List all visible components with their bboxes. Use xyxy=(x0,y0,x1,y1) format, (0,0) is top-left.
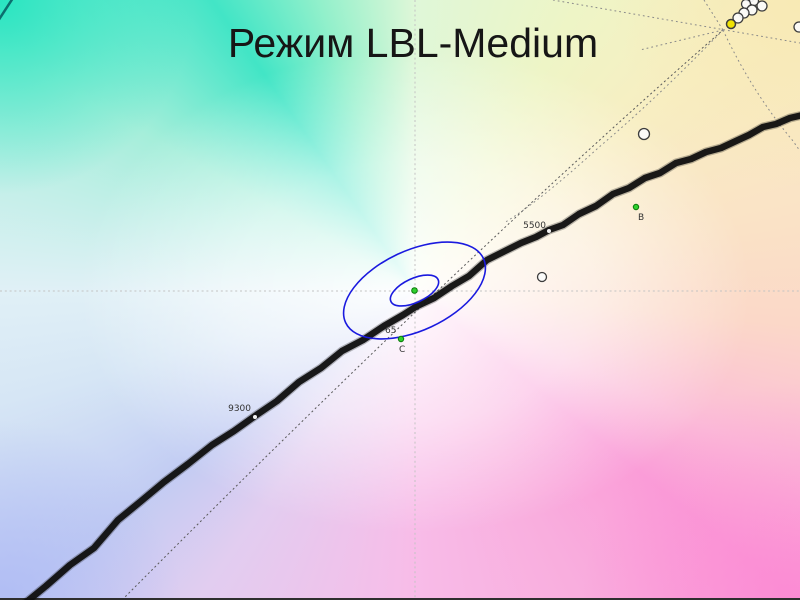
illuminant-b-dot xyxy=(632,203,640,211)
measured-point xyxy=(793,21,800,33)
page-title: Режим LBL-Medium xyxy=(227,20,599,66)
cct-tick-label: 9300 xyxy=(228,404,251,414)
white-point-dot xyxy=(411,287,418,294)
isotherm-ray-a xyxy=(552,0,800,44)
measured-point xyxy=(637,127,651,141)
illuminant-b-label: B xyxy=(638,213,644,223)
measured-point xyxy=(732,12,744,24)
isotherm-ray-e xyxy=(703,0,724,31)
gamut-edge-topleft xyxy=(0,0,14,21)
cct-tick-dot xyxy=(547,229,551,233)
cct-tick-label: 5500 xyxy=(523,221,546,231)
illuminant-c-label: C xyxy=(399,345,405,355)
illuminant-65-label: 65 xyxy=(385,326,396,336)
isotherm-ray-c xyxy=(722,29,800,152)
daylight-locus-diagonal xyxy=(121,29,724,600)
tolerance-ellipse-inner xyxy=(389,274,440,307)
planckian-locus-halo xyxy=(21,111,800,600)
tolerance-ellipse-outer xyxy=(342,241,487,340)
cct-tick-dot xyxy=(253,415,257,419)
planckian-locus xyxy=(23,112,800,600)
measured-point xyxy=(536,271,548,283)
measured-point-yellow xyxy=(725,18,737,30)
measured-point xyxy=(756,0,768,12)
illuminant-c-dot xyxy=(397,335,405,343)
